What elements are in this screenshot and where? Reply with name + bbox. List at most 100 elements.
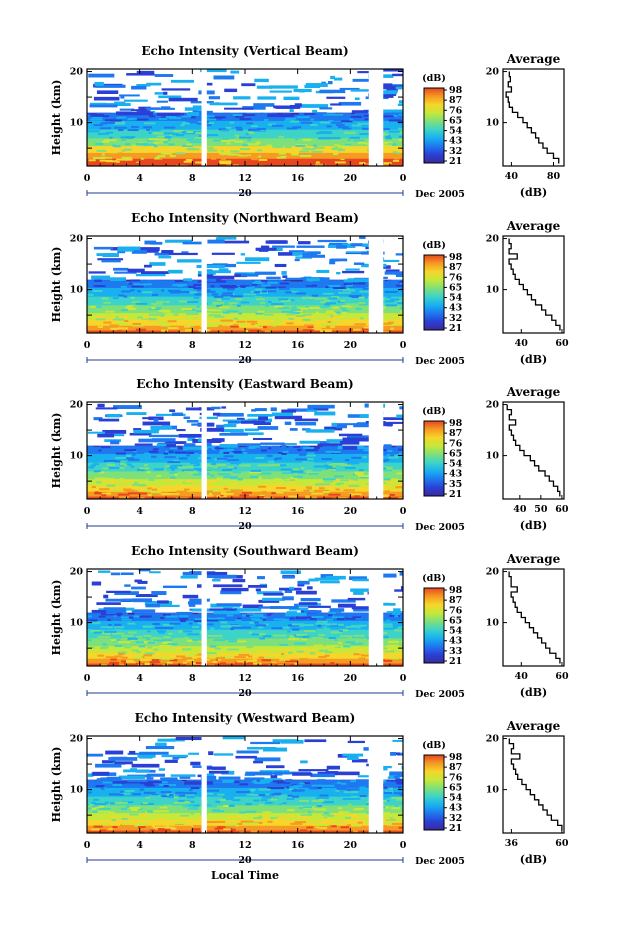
- echo-patch: [222, 240, 250, 244]
- heatmap-speckle: [298, 164, 306, 166]
- y-tick-label: 10: [70, 118, 84, 129]
- heatmap-speckle: [181, 131, 186, 134]
- heatmap-speckle: [312, 496, 317, 499]
- heatmap-speckle: [148, 138, 159, 141]
- heatmap-speckle: [317, 137, 331, 140]
- heatmap-speckle: [147, 641, 156, 644]
- heatmap-speckle: [164, 456, 176, 459]
- heatmap-speckle: [288, 495, 298, 498]
- heatmap-speckle: [192, 626, 200, 629]
- echo-patch: [308, 605, 331, 608]
- heatmap-speckle: [311, 294, 319, 297]
- echo-patch: [342, 753, 364, 757]
- echo-patch: [345, 268, 360, 271]
- x-tick-label: 4: [136, 173, 143, 184]
- echo-patch: [91, 581, 102, 586]
- heatmap-speckle: [384, 490, 390, 493]
- heatmap-speckle: [326, 618, 333, 621]
- data-gap: [201, 402, 207, 499]
- heatmap-speckle: [143, 156, 150, 159]
- echo-patch: [285, 277, 312, 281]
- heatmap-speckle: [221, 294, 233, 297]
- heatmap-speckle: [219, 799, 231, 802]
- heatmap-speckle: [123, 148, 132, 151]
- echo-patch: [258, 416, 268, 421]
- heatmap-speckle: [396, 484, 403, 487]
- heatmap-speckle: [402, 634, 403, 637]
- heatmap-speckle: [360, 317, 364, 320]
- heatmap-speckle: [327, 814, 335, 817]
- heatmap-speckle: [300, 638, 308, 641]
- heatmap-speckle: [154, 138, 168, 141]
- heatmap-speckle: [211, 293, 219, 296]
- heatmap-speckle: [147, 649, 154, 652]
- heatmap-speckle: [293, 468, 300, 471]
- heatmap-speckle: [108, 317, 115, 320]
- echo-patch: [92, 771, 110, 776]
- echo-patch: [124, 607, 135, 611]
- heatmap-speckle: [393, 819, 403, 822]
- echo-patch: [192, 439, 222, 443]
- colorbar-tick-label: 21: [449, 656, 462, 667]
- heatmap-speckle: [180, 814, 190, 817]
- heatmap-speckle: [114, 644, 123, 647]
- heatmap-speckle: [139, 615, 148, 618]
- heatmap-speckle: [110, 481, 116, 484]
- echo-patch: [302, 254, 326, 258]
- heatmap-speckle: [115, 460, 121, 463]
- heatmap-speckle: [194, 137, 207, 140]
- heatmap-speckle: [245, 286, 255, 289]
- heatmap-speckle: [169, 133, 173, 136]
- heatmap-speckle: [190, 787, 200, 790]
- heatmap-band: [87, 629, 403, 639]
- heatmap-speckle: [109, 324, 120, 327]
- heatmap-speckle: [242, 650, 248, 653]
- heatmap-speckle: [170, 464, 183, 467]
- heatmap-speckle: [219, 160, 232, 163]
- heatmap-speckle: [186, 659, 195, 662]
- heatmap-speckle: [402, 325, 403, 328]
- heatmap-speckle: [307, 452, 315, 455]
- heatmap-speckle: [268, 123, 277, 126]
- heatmap-speckle: [196, 305, 200, 308]
- heatmap-speckle: [179, 794, 186, 797]
- echo-patch: [97, 258, 124, 261]
- heatmap-speckle: [367, 148, 371, 151]
- heatmap-speckle: [255, 456, 265, 459]
- heatmap-speckle: [287, 481, 299, 484]
- heatmap-speckle: [313, 325, 326, 328]
- heatmap-speckle: [204, 805, 217, 808]
- heatmap-speckle: [227, 153, 240, 156]
- heatmap-speckle: [224, 322, 228, 325]
- heatmap-speckle: [331, 463, 345, 466]
- heatmap-speckle: [106, 484, 116, 487]
- colorbar-tick-label: 43: [449, 803, 462, 814]
- profile-title: Average: [506, 52, 561, 66]
- heatmap-speckle: [137, 316, 143, 319]
- heatmap-speckle: [261, 279, 268, 282]
- heatmap-band: [87, 462, 403, 472]
- heatmap-speckle: [324, 623, 338, 626]
- heatmap-speckle: [187, 639, 193, 642]
- heatmap-speckle: [210, 474, 215, 477]
- heatmap-speckle: [267, 300, 272, 303]
- colorbar-unit: (dB): [422, 740, 446, 751]
- heatmap-speckle: [112, 297, 119, 300]
- heatmap-speckle: [288, 119, 295, 122]
- heatmap-speckle: [277, 664, 290, 666]
- heatmap-speckle: [358, 657, 366, 660]
- heatmap-speckle: [395, 664, 403, 666]
- heatmap-speckle: [402, 306, 403, 309]
- chart-title: Echo Intensity (Westward Beam): [135, 711, 356, 725]
- echo-patch: [110, 756, 128, 761]
- heatmap-speckle: [125, 136, 136, 139]
- heatmap-speckle: [295, 144, 306, 147]
- heatmap-speckle: [337, 496, 349, 499]
- heatmap-field: [87, 569, 403, 666]
- echo-patch: [250, 741, 281, 745]
- echo-patch: [114, 761, 133, 765]
- heatmap-speckle: [395, 284, 403, 287]
- heatmap-speckle: [365, 815, 369, 818]
- echo-patch: [376, 83, 393, 86]
- echo-patch: [336, 271, 341, 275]
